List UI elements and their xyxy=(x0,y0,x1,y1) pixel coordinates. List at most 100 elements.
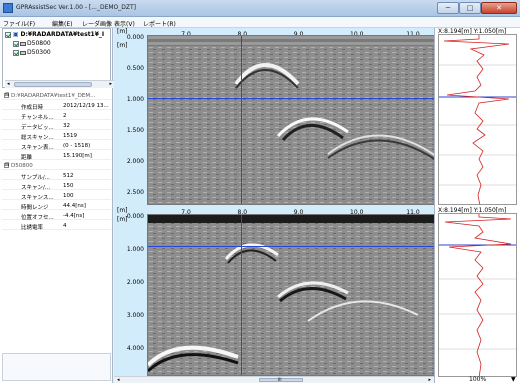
channel-checkbox[interactable] xyxy=(13,49,19,56)
property-value: (0 - 1518) xyxy=(63,143,91,149)
y-tick-label: 1.500 xyxy=(126,127,144,134)
waveform-bottom[interactable] xyxy=(438,213,517,377)
y-tick-label: 2.500 xyxy=(126,189,144,196)
x-tick-label: 11.0 xyxy=(406,209,420,216)
cursor-vertical-line xyxy=(241,36,242,204)
scroll-thumb[interactable]: III xyxy=(259,377,303,382)
tree-item-label: D50300 xyxy=(27,49,51,56)
y-tick-label: 0.500 xyxy=(126,65,144,72)
tree-item-d50300[interactable]: D50300 xyxy=(13,49,51,56)
property-row[interactable]: スキャンス... 100 xyxy=(2,192,111,201)
y-tick-label: 2.000 xyxy=(126,279,144,286)
tree-root[interactable]: ▣ D:¥RADARDATA¥test1¥_I xyxy=(5,31,104,38)
x-tick-label: 11.0 xyxy=(406,31,419,38)
property-value: 32 xyxy=(63,123,70,129)
property-value: 2 xyxy=(63,113,67,119)
bottom-x-axis: 7.0 8.0 9.0 10.0 11.0 xyxy=(147,206,435,216)
property-key: 位置オフセ... xyxy=(21,215,54,221)
x-tick-label: 10.0 xyxy=(350,209,364,216)
x-tick-label: 8.0 xyxy=(237,209,248,216)
menu-file[interactable]: ファイル(F) xyxy=(3,21,36,28)
menu-radar-image[interactable]: レーダ画像 xyxy=(82,21,113,28)
x-unit-label: [m] xyxy=(117,207,128,214)
channel-icon xyxy=(20,50,26,55)
radar-bscan-top xyxy=(148,36,434,204)
maximize-button[interactable]: □ xyxy=(459,2,481,14)
waveform-top[interactable] xyxy=(438,34,517,205)
property-row[interactable]: 位置オフセ... -4.4[ns] xyxy=(2,212,111,221)
property-key: 時間レンジ xyxy=(21,205,49,211)
scroll-grip: III xyxy=(278,377,282,382)
x-tick-label: 10.0 xyxy=(350,31,363,38)
property-value: 44.4[ns] xyxy=(63,203,86,209)
tree-item-d50800[interactable]: D50800 xyxy=(13,40,51,47)
root-checkbox[interactable] xyxy=(5,31,11,38)
property-key: D50800 xyxy=(11,163,33,169)
tree-item-label: D50800 xyxy=(27,40,51,47)
y-tick-label: 3.000 xyxy=(126,312,144,319)
property-value: 512 xyxy=(63,173,74,179)
property-key: スキャンス... xyxy=(21,195,54,201)
cursor-vertical-line xyxy=(241,215,242,375)
top-x-axis: 7.0 8.0 9.0 10.0 11.0 xyxy=(147,28,435,38)
radar-image-top[interactable] xyxy=(147,35,435,205)
close-button[interactable]: ✕ xyxy=(481,2,517,14)
property-value: 150 xyxy=(63,183,74,189)
property-key: 比誘電率 xyxy=(21,225,44,231)
description-box xyxy=(2,353,111,381)
trace-pane: X:8.194[m] Y:1.050[m] X:8.194[m] Y:1.050… xyxy=(434,28,520,383)
y-unit-label: [m] xyxy=(117,42,128,49)
file-icon: ▣ xyxy=(12,31,19,38)
property-value: 15.190[m] xyxy=(63,153,92,159)
channel-icon xyxy=(20,41,26,46)
tree-horizontal-scrollbar[interactable]: ◂ ▸ xyxy=(5,80,114,88)
collapse-icon[interactable]: ⊟ xyxy=(4,92,10,98)
property-key: D:¥RADARDATA¥test1¥_DEM... xyxy=(11,93,96,99)
y-unit-label: [m] xyxy=(117,216,128,223)
y-tick-label: 0.000 xyxy=(126,213,144,220)
property-row[interactable]: データビッ... 32 xyxy=(2,122,111,131)
property-section[interactable]: ⊟ D50800 xyxy=(2,162,111,170)
y-tick-label: 4.000 xyxy=(126,345,144,352)
radar-bscan-bottom xyxy=(148,215,434,375)
menu-report[interactable]: レポート(R) xyxy=(143,21,176,28)
cursor-horizontal-line xyxy=(148,246,434,247)
menu-edit[interactable]: 編集(E) xyxy=(52,21,73,28)
property-row[interactable]: 総スキャン... 1519 xyxy=(2,132,111,141)
waveform-trace-bottom xyxy=(439,214,516,376)
property-value: 4 xyxy=(63,223,67,229)
property-key: 総スキャン... xyxy=(21,135,54,141)
collapse-icon[interactable]: ⊟ xyxy=(4,162,10,168)
property-row[interactable]: スキャン/... 150 xyxy=(2,182,111,191)
scroll-thumb[interactable] xyxy=(14,82,92,87)
property-row[interactable]: 比誘電率 4 xyxy=(2,222,111,231)
y-tick-label: 1.000 xyxy=(126,96,144,103)
zoom-dropdown-icon[interactable]: ▼ xyxy=(511,376,516,383)
scroll-right-icon[interactable]: ▸ xyxy=(428,377,431,383)
channel-checkbox[interactable] xyxy=(13,40,19,47)
scroll-left-icon[interactable]: ◂ xyxy=(7,81,10,87)
property-row[interactable]: スキャン表... (0 - 1518) xyxy=(2,142,111,151)
property-row[interactable]: 作成日時 2012/12/19 13... xyxy=(2,102,111,111)
radar-horizontal-scrollbar[interactable]: ◂ III ▸ xyxy=(114,376,434,383)
menu-view[interactable]: 表示(V) xyxy=(114,21,135,28)
property-section[interactable]: ⊟ D:¥RADARDATA¥test1¥_DEM... xyxy=(2,92,111,100)
tree-root-label: D:¥RADARDATA¥test1¥_I xyxy=(20,31,105,38)
property-row[interactable]: サンプル/... 512 xyxy=(2,172,111,181)
title-bar: GPRAssistSec Ver.1.00 - [..._DEMO_DZT] ─… xyxy=(0,0,520,17)
minimize-button[interactable]: ─ xyxy=(437,2,459,14)
property-row[interactable]: チャンネル... 2 xyxy=(2,112,111,121)
y-tick-label: 2.000 xyxy=(126,158,144,165)
radar-view: [m] 7.0 8.0 9.0 10.0 11.0 [m] 0.000 0.500 1.00… xyxy=(114,28,435,383)
waveform-trace-top xyxy=(439,35,516,204)
property-grid: ⊟ D:¥RADARDATA¥test1¥_DEM... 作成日時 2012/12/1… xyxy=(2,92,111,262)
x-tick-label: 9.0 xyxy=(293,209,304,216)
x-tick-label: 7.0 xyxy=(181,209,191,216)
zoom-level[interactable]: 100% xyxy=(469,376,487,383)
property-row[interactable]: 時間レンジ 44.4[ns] xyxy=(2,202,111,211)
scroll-left-icon[interactable]: ◂ xyxy=(117,377,120,383)
radar-image-bottom[interactable] xyxy=(147,214,435,376)
scroll-right-icon[interactable]: ▸ xyxy=(109,81,112,87)
x-tick-label: 8.0 xyxy=(238,31,248,38)
property-row[interactable]: 距離 15.190[m] xyxy=(2,152,111,161)
